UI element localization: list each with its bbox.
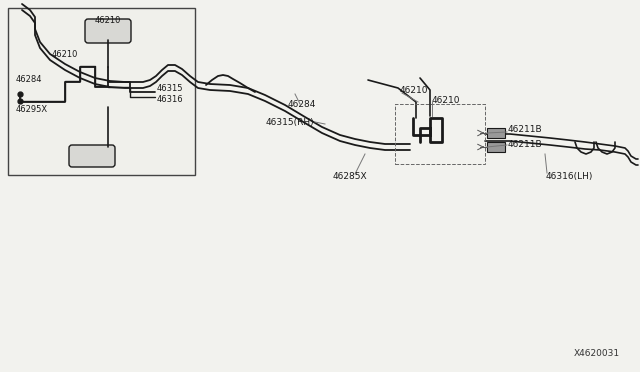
FancyBboxPatch shape [85,19,131,43]
Text: X4620031: X4620031 [574,349,620,358]
Text: 46210: 46210 [95,16,121,25]
Text: 46211B: 46211B [508,125,543,134]
Bar [487,128,505,138]
Bar [395,104,485,164]
Text: 46285X: 46285X [333,171,367,180]
Bar [8,8,195,175]
FancyBboxPatch shape [69,145,115,167]
Text: 46210: 46210 [400,86,429,94]
Text: 46284: 46284 [16,74,42,83]
Bar [487,142,505,152]
Text: 46316(LH): 46316(LH) [546,171,593,180]
Text: 46211B: 46211B [508,140,543,148]
Text: 46316: 46316 [157,94,184,103]
Text: 46295X: 46295X [16,105,48,113]
Text: 46210: 46210 [52,49,78,58]
Text: 46315: 46315 [157,83,184,93]
Text: 46315(RH): 46315(RH) [266,118,314,126]
Text: 46210: 46210 [432,96,461,105]
Text: 46284: 46284 [288,99,316,109]
